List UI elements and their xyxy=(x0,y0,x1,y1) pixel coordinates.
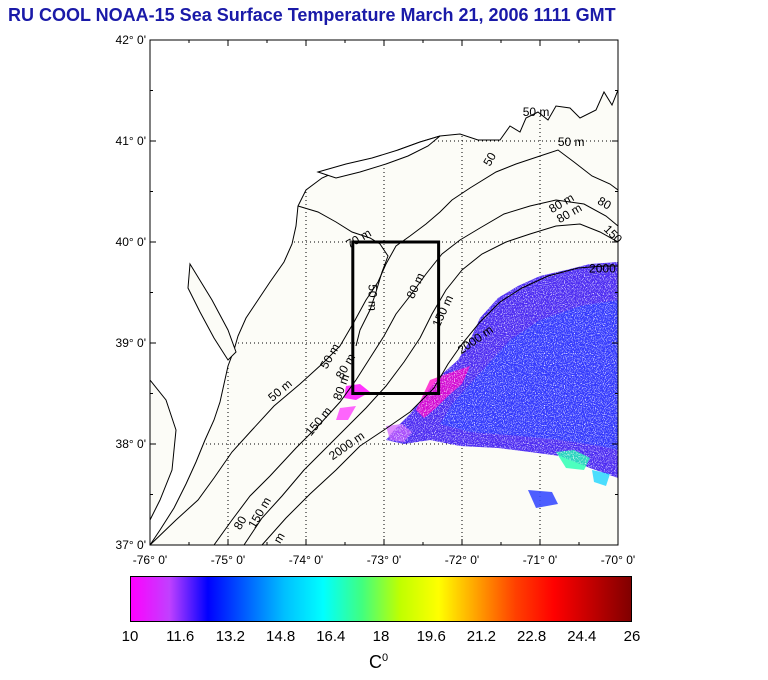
colorbar-unit-text: C xyxy=(369,652,382,672)
colorbar-tick-label: 13.2 xyxy=(215,628,245,645)
latitude-tick-labels: 42° 0' 41° 0' 40° 0' 39° 0' 38° 0' 37° 0' xyxy=(116,33,146,552)
colorbar-tick-label: 21.2 xyxy=(466,628,496,645)
longitude-tick-label: -72° 0' xyxy=(445,553,479,567)
contour-label: 2000 xyxy=(589,261,616,275)
longitude-tick-label: -75° 0' xyxy=(211,553,245,567)
colorbar-tick-label: 22.8 xyxy=(516,628,547,645)
study-area-box xyxy=(351,240,441,395)
latitude-tick-label: 40° 0' xyxy=(116,235,146,249)
contour-label: 80 xyxy=(595,194,614,213)
latitude-tick-label: 39° 0' xyxy=(116,336,146,350)
sst-data-field xyxy=(336,262,618,508)
longitude-tick-label: -71° 0' xyxy=(523,553,557,567)
contour-150m xyxy=(243,223,618,545)
colorbar-tick-label: 16.4 xyxy=(316,628,346,645)
contour-label: 50 xyxy=(480,150,499,169)
latitude-tick-label: 38° 0' xyxy=(116,437,146,451)
chesapeake-bay xyxy=(150,379,177,521)
colorbar-tick-label: 19.6 xyxy=(416,628,446,645)
contour-label: 50 m xyxy=(523,105,550,119)
colorbar-tick-label: 11.6 xyxy=(166,628,195,645)
contour-80m xyxy=(213,199,618,545)
latitude-tick-label: 41° 0' xyxy=(116,134,146,148)
colorbar-tick-label: 24.4 xyxy=(567,628,597,645)
longitude-tick-label: -76° 0' xyxy=(133,553,167,567)
colorbar-unit: C0 xyxy=(369,652,388,673)
longitude-tick-label: -74° 0' xyxy=(289,553,323,567)
colorbar-tick-label: 18 xyxy=(372,628,390,645)
latitude-tick-label: 37° 0' xyxy=(116,538,146,552)
colorbar xyxy=(130,576,632,622)
frame-ticks xyxy=(149,39,619,546)
colorbar-tick-label: 26 xyxy=(623,628,641,645)
map-title: RU COOL NOAA-15 Sea Surface Temperature … xyxy=(8,5,616,25)
bathymetry-contours xyxy=(150,149,618,545)
contour-label: 80 xyxy=(231,513,250,532)
contour-50m xyxy=(150,149,618,545)
contour-inner xyxy=(297,205,389,347)
longitude-tick-labels: -76° 0' -75° 0' -74° 0' -73° 0' -72° 0' -71° … xyxy=(133,553,635,567)
colorbar-tick-label: 10 xyxy=(121,628,139,645)
longitude-tick-label: -73° 0' xyxy=(367,553,401,567)
latitude-tick-label: 42° 0' xyxy=(116,33,146,47)
contour-2000m xyxy=(261,265,618,545)
colorbar-gradient xyxy=(130,576,632,622)
long-island xyxy=(316,135,441,179)
contour-label: 50 m xyxy=(558,135,585,149)
delaware-bay xyxy=(187,262,237,361)
colorbar-tick-label: 14.8 xyxy=(265,628,296,645)
longitude-tick-label: -70° 0' xyxy=(601,553,635,567)
colorbar-unit-superscript: 0 xyxy=(382,652,389,664)
contour-label: 50 m xyxy=(365,284,379,311)
